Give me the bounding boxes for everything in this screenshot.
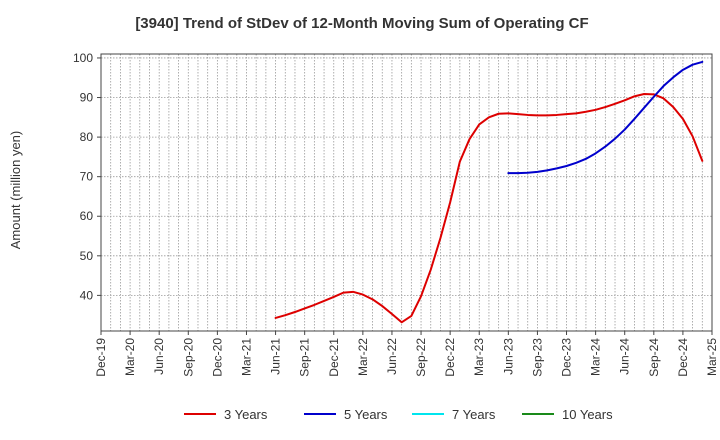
x-tick-label: Mar-23 [472,338,486,376]
x-tick-label: Sep-22 [414,338,428,377]
legend: 3 Years 5 Years 7 Years 10 Years [184,407,613,422]
x-tick-label: Jun-20 [152,338,166,375]
x-tick-label: Mar-20 [123,338,137,376]
x-tick-label: Mar-24 [589,338,603,376]
legend-label: 5 Years [344,407,388,422]
x-tick-label: Dec-20 [210,338,224,377]
x-tick-label: Mar-21 [239,338,253,376]
x-tick-label: Dec-24 [676,338,690,377]
x-tick-label: Sep-20 [181,338,195,377]
x-tick-label: Jun-23 [501,338,515,375]
grid [101,54,712,331]
x-tick-label: Dec-22 [443,338,457,377]
chart-title: [3940] Trend of StDev of 12-Month Moving… [135,15,588,32]
x-tick-label: Dec-23 [560,338,574,377]
y-tick-label: 90 [80,91,94,105]
x-tick-label: Jun-24 [618,338,632,375]
y-axis-label: Amount (million yen) [8,131,23,250]
series-line [507,60,704,175]
x-tick-label: Sep-23 [530,338,544,377]
x-tick-label: Mar-25 [705,338,719,376]
x-tick-label: Jun-21 [269,338,283,375]
x-ticks: Dec-19 Mar-20 Jun-20 Sep-20 Dec-20 Mar-21 Jun-… [94,331,719,377]
legend-label: 7 Years [452,407,496,422]
y-tick-label: 80 [80,130,94,144]
y-tick-label: 50 [80,249,94,263]
y-tick-label: 70 [80,170,94,184]
plot-area [100,53,713,332]
x-tick-label: Jun-22 [385,338,399,375]
y-ticks: 40 50 60 70 80 90 100 [73,51,101,302]
y-tick-label: 60 [80,209,94,223]
series-line [274,92,704,324]
legend-label: 3 Years [224,407,268,422]
x-tick-label: Dec-21 [327,338,341,377]
series-group [274,60,704,324]
x-tick-label: Mar-22 [356,338,370,376]
y-tick-label: 100 [73,51,93,65]
x-tick-label: Dec-19 [94,338,108,377]
legend-label: 10 Years [562,407,613,422]
y-tick-label: 40 [80,288,94,302]
x-tick-label: Sep-21 [298,338,312,377]
x-tick-label: Sep-24 [647,338,661,377]
